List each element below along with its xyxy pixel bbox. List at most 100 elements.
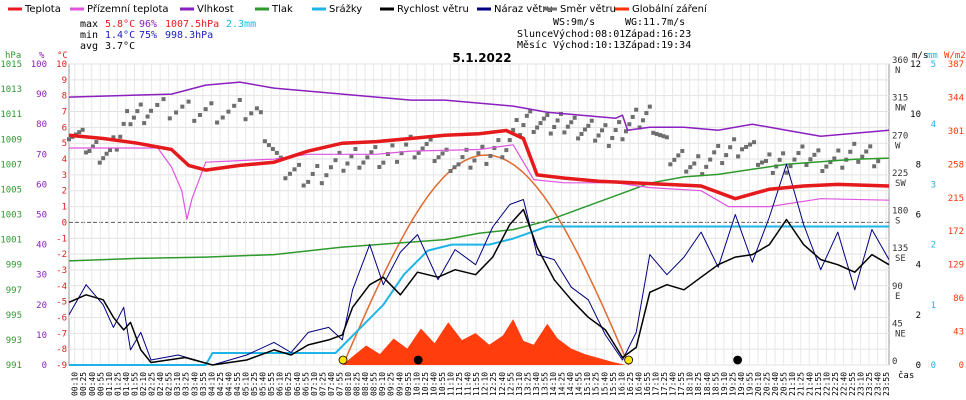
wind-dir-point — [720, 161, 725, 166]
wm2-tick: 258 — [948, 160, 964, 170]
hpa-tick: 993 — [6, 336, 22, 346]
wind-dir-point — [283, 176, 288, 181]
wind-dir-point — [784, 170, 789, 175]
ms-tick: 6 — [916, 211, 921, 221]
wind-dir-point — [155, 102, 160, 107]
time-tick: 15:10 — [583, 372, 592, 396]
wind-dir-point — [654, 131, 659, 136]
time-tick: 22:40 — [839, 372, 848, 396]
wind-dir-point — [220, 115, 225, 120]
wind-dir-point — [812, 152, 817, 157]
wm2-tick: 43 — [953, 328, 964, 338]
time-tick: 16:40 — [634, 372, 643, 396]
hpa-tick: 997 — [6, 286, 22, 296]
wind-dir-point — [852, 141, 857, 146]
dir-card-tick: E — [895, 292, 900, 302]
ms-tick: 2 — [916, 311, 921, 321]
time-tick: 11:10 — [447, 372, 456, 396]
mm-tick: 3 — [931, 180, 936, 190]
wind-dir-point — [548, 131, 553, 136]
hpa-tick: 1007 — [0, 160, 22, 170]
time-tick: 23:10 — [857, 372, 866, 396]
legend-label-0: Teplota — [24, 4, 61, 15]
wind-dir-point — [448, 169, 453, 174]
legend-label-8: Globální záření — [632, 3, 708, 15]
dir-card-tick: N — [895, 66, 900, 76]
wind-dir-point — [538, 121, 543, 126]
wind-dir-point — [521, 123, 526, 128]
time-tick: 00:55 — [96, 372, 105, 396]
info-block: WS:9m/s WG:11.7m/s Slunce Východ:08:01 Z… — [517, 17, 691, 51]
wind-dir-point — [337, 150, 342, 155]
wind-dir-point — [440, 151, 445, 156]
pct-tick: 100 — [31, 60, 47, 70]
info-moon-label: Měsíc — [517, 39, 547, 51]
time-tick: 13:55 — [540, 372, 549, 396]
time-tick: 12:40 — [498, 372, 507, 396]
wind-dir-point — [576, 136, 581, 141]
time-tick: 08:40 — [361, 372, 370, 396]
wind-dir-point — [249, 111, 254, 116]
wind-dir-point — [365, 155, 370, 160]
wind-dir-point — [545, 113, 550, 118]
wind-dir-point — [87, 148, 92, 153]
wind-dir-point — [630, 114, 635, 119]
wind-dir-point — [361, 160, 366, 165]
time-tick: 14:25 — [558, 372, 567, 396]
wind-dir-point — [672, 157, 677, 162]
time-tick: 19:55 — [745, 372, 754, 396]
wind-dir-point — [860, 154, 865, 159]
time-tick: 12:25 — [489, 372, 498, 396]
info-moonset: Západ:19:34 — [625, 39, 691, 51]
wind-dir-point — [341, 168, 346, 173]
mm-tick: 4 — [931, 120, 936, 130]
wind-dir-point — [824, 164, 829, 169]
wind-dir-point — [579, 131, 584, 136]
dir-deg-tick: 315 — [892, 94, 908, 104]
series-globalni-zareni — [342, 319, 626, 365]
wm2-tick: 172 — [948, 227, 964, 237]
wind-dir-point — [125, 109, 130, 114]
wind-dir-point — [287, 171, 292, 176]
series-vlhkost — [68, 81, 890, 137]
wind-dir-point — [149, 108, 153, 113]
wind-dir-point — [395, 159, 399, 164]
stat-min-label: min — [80, 30, 98, 41]
wind-dir-point — [596, 133, 601, 138]
time-tick: 03:40 — [190, 372, 199, 396]
wind-dir-point — [504, 148, 509, 153]
wind-dir-point — [243, 117, 248, 122]
time-tick: 15:40 — [600, 372, 609, 396]
wind-dir-point — [752, 140, 757, 145]
wm2-tick: 387 — [948, 60, 964, 70]
wind-dir-point — [174, 110, 179, 115]
time-tick: 20:10 — [754, 372, 763, 396]
wind-dir-point — [145, 114, 150, 119]
time-tick: 20:25 — [763, 372, 772, 396]
wind-dir-point — [301, 183, 306, 188]
wind-dir-point — [740, 147, 745, 152]
wind-dir-point — [310, 171, 315, 176]
wind-dir-point — [562, 130, 567, 135]
stat-max-label: max — [80, 19, 98, 30]
chart-title: 5.1.2022 — [452, 51, 511, 65]
wind-dir-point — [101, 156, 106, 161]
wind-dir-point — [644, 111, 649, 116]
wind-dir-point — [381, 160, 386, 165]
time-tick: 00:25 — [79, 372, 88, 396]
x-axis: 00:10 00:25 00:40 00:55 01:10 01:25 01:40 01:55… — [71, 372, 891, 396]
time-tick: 07:40 — [327, 372, 336, 396]
dir-deg-tick: 90 — [892, 282, 903, 292]
wm2-axis-label: W/m2 — [944, 51, 966, 61]
wind-dir-point — [472, 158, 477, 163]
wind-dir-point — [692, 161, 697, 166]
time-tick: 17:25 — [660, 372, 669, 396]
temp-tick: 7 — [62, 108, 67, 118]
time-tick: 16:10 — [617, 372, 626, 396]
time-tick: 23:25 — [865, 372, 874, 396]
stat-min-press: 998.3hPa — [165, 30, 213, 41]
wind-dir-point — [180, 104, 185, 109]
wind-dir-point — [266, 143, 271, 148]
time-tick: 11:55 — [472, 372, 481, 396]
